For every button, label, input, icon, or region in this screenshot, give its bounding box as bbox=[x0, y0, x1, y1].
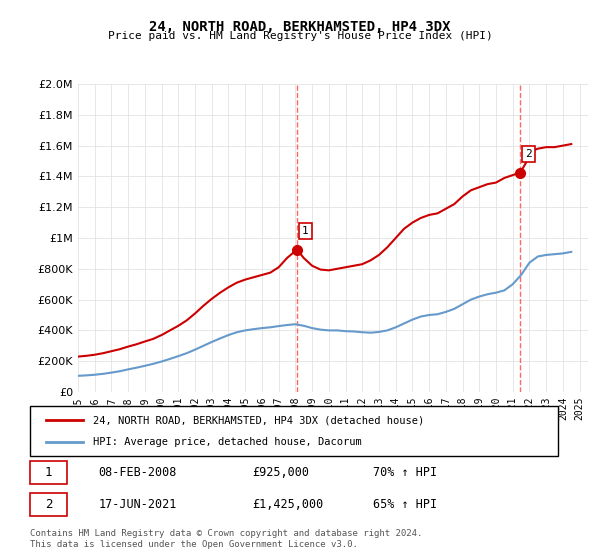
Text: 24, NORTH ROAD, BERKHAMSTED, HP4 3DX: 24, NORTH ROAD, BERKHAMSTED, HP4 3DX bbox=[149, 20, 451, 34]
FancyBboxPatch shape bbox=[30, 406, 558, 456]
Text: 2: 2 bbox=[45, 498, 52, 511]
Text: Contains HM Land Registry data © Crown copyright and database right 2024.
This d: Contains HM Land Registry data © Crown c… bbox=[30, 529, 422, 549]
Text: 1: 1 bbox=[45, 466, 52, 479]
Text: 17-JUN-2021: 17-JUN-2021 bbox=[98, 498, 177, 511]
Text: Price paid vs. HM Land Registry's House Price Index (HPI): Price paid vs. HM Land Registry's House … bbox=[107, 31, 493, 41]
Text: £1,425,000: £1,425,000 bbox=[252, 498, 323, 511]
FancyBboxPatch shape bbox=[30, 461, 67, 484]
Text: 08-FEB-2008: 08-FEB-2008 bbox=[98, 466, 177, 479]
Text: HPI: Average price, detached house, Dacorum: HPI: Average price, detached house, Daco… bbox=[94, 437, 362, 447]
Text: 24, NORTH ROAD, BERKHAMSTED, HP4 3DX (detached house): 24, NORTH ROAD, BERKHAMSTED, HP4 3DX (de… bbox=[94, 415, 425, 425]
Text: 2: 2 bbox=[525, 149, 532, 159]
Text: 65% ↑ HPI: 65% ↑ HPI bbox=[373, 498, 437, 511]
FancyBboxPatch shape bbox=[30, 493, 67, 516]
Text: £925,000: £925,000 bbox=[252, 466, 309, 479]
Text: 70% ↑ HPI: 70% ↑ HPI bbox=[373, 466, 437, 479]
Text: 1: 1 bbox=[302, 226, 309, 236]
